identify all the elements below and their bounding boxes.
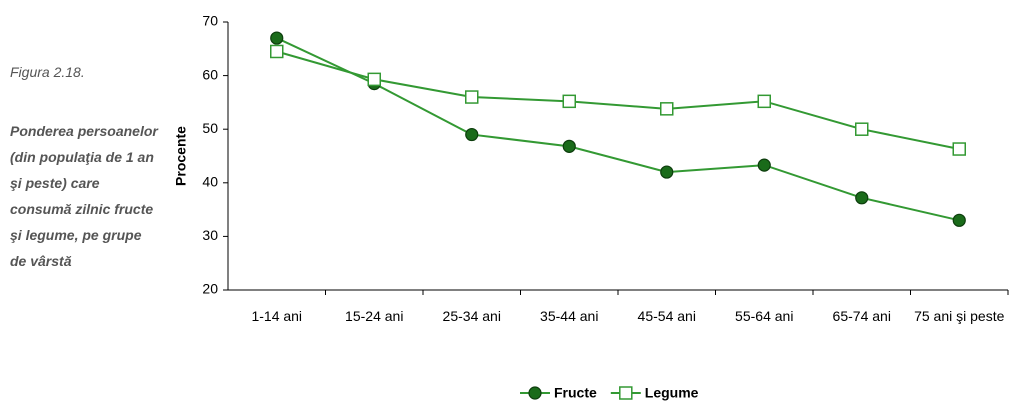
x-tick-label: 1-14 ani <box>251 308 303 324</box>
legend-label: Fructe <box>554 385 597 401</box>
y-tick-label: 70 <box>202 13 218 29</box>
data-point <box>562 139 576 153</box>
data-point <box>367 72 381 87</box>
y-tick-label: 60 <box>202 66 218 82</box>
y-axis-label: Procente <box>173 126 189 186</box>
data-point <box>855 191 869 205</box>
data-point <box>660 102 674 116</box>
legend-marker <box>619 386 633 400</box>
y-tick-label: 40 <box>202 174 218 190</box>
data-point <box>270 31 284 45</box>
x-tick-label: 65-74 ani <box>832 308 891 324</box>
data-point <box>562 94 576 109</box>
data-point <box>757 94 771 109</box>
legend-marker <box>528 386 542 400</box>
x-tick-label: 25-34 ani <box>442 308 501 324</box>
x-tick-label: 35-44 ani <box>540 308 599 324</box>
figure-label: Figura 2.18. <box>10 64 85 80</box>
data-point <box>465 90 479 104</box>
data-point <box>465 127 479 142</box>
data-point <box>952 142 966 156</box>
y-tick-label: 20 <box>202 281 218 297</box>
caption: Ponderea persoanelor (din populaţia de 1… <box>10 123 158 269</box>
y-tick-label: 50 <box>202 120 218 136</box>
y-tick-label: 30 <box>202 227 218 243</box>
series-line <box>276 50 960 151</box>
x-tick-label: 75 ani şi peste <box>914 308 1005 324</box>
data-point <box>660 165 674 179</box>
x-tick-label: 55-64 ani <box>735 308 794 324</box>
x-tick-label: 45-54 ani <box>637 308 696 324</box>
legend-label: Legume <box>645 385 699 401</box>
series-line <box>276 37 960 222</box>
x-tick-label: 15-24 ani <box>345 308 404 324</box>
data-point <box>270 44 284 59</box>
data-point <box>855 122 869 136</box>
data-point <box>952 213 966 227</box>
data-point <box>757 158 771 172</box>
